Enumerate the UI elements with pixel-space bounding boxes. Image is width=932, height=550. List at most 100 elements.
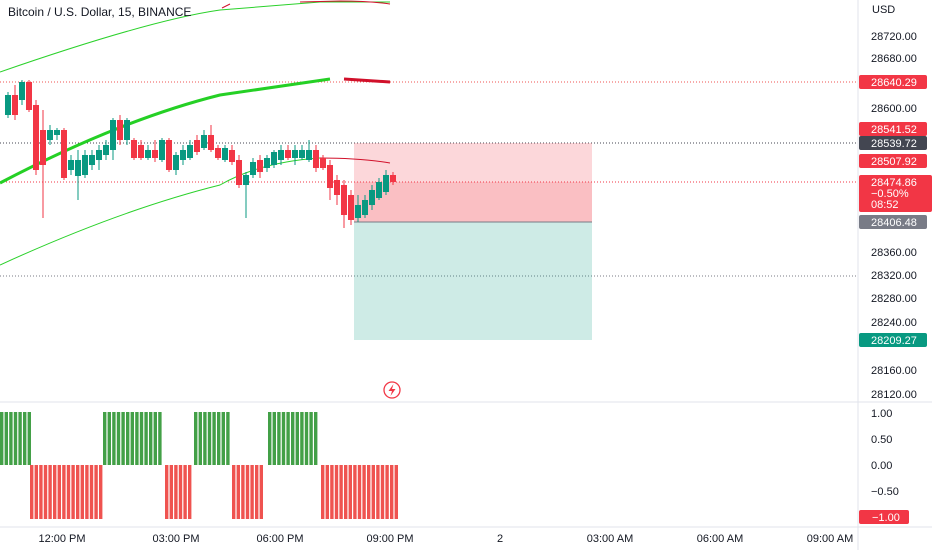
candle-body[interactable] — [47, 130, 53, 140]
price-axis[interactable]: 28720.00 28680.00 28600.00 28360.00 28320.00… — [871, 31, 917, 401]
candlesticks[interactable] — [5, 80, 396, 228]
candle-body[interactable] — [26, 82, 32, 110]
candle-body[interactable] — [194, 140, 200, 152]
position-loss-zone[interactable] — [354, 182, 592, 222]
lightning-icon[interactable] — [383, 381, 401, 399]
candle-body[interactable] — [299, 150, 305, 158]
price-tag-bg — [859, 122, 927, 136]
candle-body[interactable] — [68, 160, 74, 170]
time-tick-label: 06:00 PM — [256, 533, 303, 545]
current-price-tag: 28474.86 −0.50% 08:52 — [859, 175, 932, 212]
price-tags: 28640.29 28541.52 28539.72 28507.92 28406.48… — [859, 75, 927, 347]
bar-countdown: 08:52 — [871, 199, 899, 211]
candle-body[interactable] — [222, 148, 228, 160]
position-stop-zone[interactable] — [354, 143, 592, 222]
candle-body[interactable] — [131, 140, 137, 158]
candle-body[interactable] — [61, 130, 67, 178]
upper-band-down — [221, 0, 391, 9]
candle-body[interactable] — [229, 150, 235, 162]
candle-body[interactable] — [82, 155, 88, 175]
indicator-bar-positive — [268, 412, 272, 465]
price-tick-label: 28120.00 — [871, 389, 917, 401]
indicator-bar-positive — [4, 412, 8, 465]
candle-body[interactable] — [236, 160, 242, 185]
indicator-bar-negative — [39, 465, 43, 519]
candle-body[interactable] — [383, 175, 389, 192]
candle-body[interactable] — [278, 150, 284, 160]
indicator-bar-negative — [94, 465, 98, 519]
indicator-bar-negative — [99, 465, 103, 519]
candle-body[interactable] — [264, 158, 270, 168]
candle-body[interactable] — [166, 140, 172, 170]
candle-body[interactable] — [369, 190, 375, 205]
candle-body[interactable] — [103, 145, 109, 155]
indicator-histogram[interactable] — [0, 412, 398, 519]
candle-body[interactable] — [292, 150, 298, 158]
candle-body[interactable] — [110, 120, 116, 150]
candle-body[interactable] — [117, 120, 123, 140]
candle-body[interactable] — [376, 182, 382, 198]
indicator-bar-positive — [207, 412, 212, 465]
candle-body[interactable] — [89, 155, 95, 165]
candle-body[interactable] — [138, 145, 144, 158]
candle-body[interactable] — [306, 150, 312, 160]
candle-body[interactable] — [159, 140, 165, 160]
candle-body[interactable] — [33, 105, 39, 170]
currency-label: USD — [872, 4, 896, 16]
candle-body[interactable] — [348, 195, 354, 220]
candle-body[interactable] — [75, 160, 81, 176]
candle-body[interactable] — [54, 130, 60, 135]
position-target-zone[interactable] — [354, 222, 592, 340]
candle-body[interactable] — [390, 175, 396, 182]
candle-body[interactable] — [285, 150, 291, 158]
indicator-bar-negative — [353, 465, 357, 519]
candle-body[interactable] — [362, 200, 368, 215]
candle-body[interactable] — [243, 175, 249, 185]
indicator-axis[interactable]: 1.00 0.50 0.00 −0.50 — [871, 408, 899, 498]
candle-body[interactable] — [341, 185, 347, 215]
candle-body[interactable] — [208, 135, 214, 150]
indicator-bar-positive — [153, 412, 157, 465]
candle-body[interactable] — [313, 150, 319, 168]
price-tag-bg — [859, 215, 927, 229]
indicator-bar-positive — [272, 412, 276, 465]
indicator-bar-negative — [339, 465, 343, 519]
candle-body[interactable] — [271, 152, 277, 165]
price-tag-label: 28539.72 — [871, 138, 917, 150]
candle-body[interactable] — [145, 150, 151, 158]
candle-body[interactable] — [19, 82, 25, 100]
time-tick-label: 03:00 PM — [152, 533, 199, 545]
indicator-bar-positive — [300, 412, 304, 465]
candle-body[interactable] — [250, 162, 256, 175]
candle-body[interactable] — [187, 145, 193, 158]
time-tick-label: 06:00 AM — [697, 533, 743, 545]
indicator-bar-positive — [281, 412, 286, 465]
candle-body[interactable] — [173, 155, 179, 170]
candle-body[interactable] — [96, 150, 102, 160]
indicator-bar-negative — [48, 465, 52, 519]
candle-body[interactable] — [215, 148, 221, 158]
candle-body[interactable] — [40, 130, 46, 165]
candle-body[interactable] — [355, 205, 361, 218]
time-axis[interactable]: 12:00 PM 03:00 PM 06:00 PM 09:00 PM 2 03:00 A… — [38, 533, 853, 545]
candle-body[interactable] — [327, 165, 333, 188]
symbol-title[interactable]: Bitcoin / U.S. Dollar, 15, BINANCE — [8, 5, 192, 19]
price-tag-label: 28406.48 — [871, 217, 917, 229]
indicator-bar-positive — [277, 412, 281, 465]
candle-body[interactable] — [334, 180, 340, 195]
indicator-tick-label: −0.50 — [871, 486, 899, 498]
indicator-bar-negative — [66, 465, 71, 519]
candle-body[interactable] — [257, 160, 263, 172]
price-tag-label: 28541.52 — [871, 124, 917, 136]
indicator-bar-positive — [107, 412, 111, 465]
candle-body[interactable] — [5, 95, 11, 115]
candle-body[interactable] — [180, 150, 186, 160]
candle-body[interactable] — [12, 95, 18, 115]
candle-body[interactable] — [124, 120, 130, 140]
candle-body[interactable] — [320, 158, 326, 168]
indicator-bar-negative — [385, 465, 389, 519]
indicator-bar-positive — [9, 412, 13, 465]
candle-body[interactable] — [201, 135, 207, 148]
candle-body[interactable] — [152, 150, 158, 158]
